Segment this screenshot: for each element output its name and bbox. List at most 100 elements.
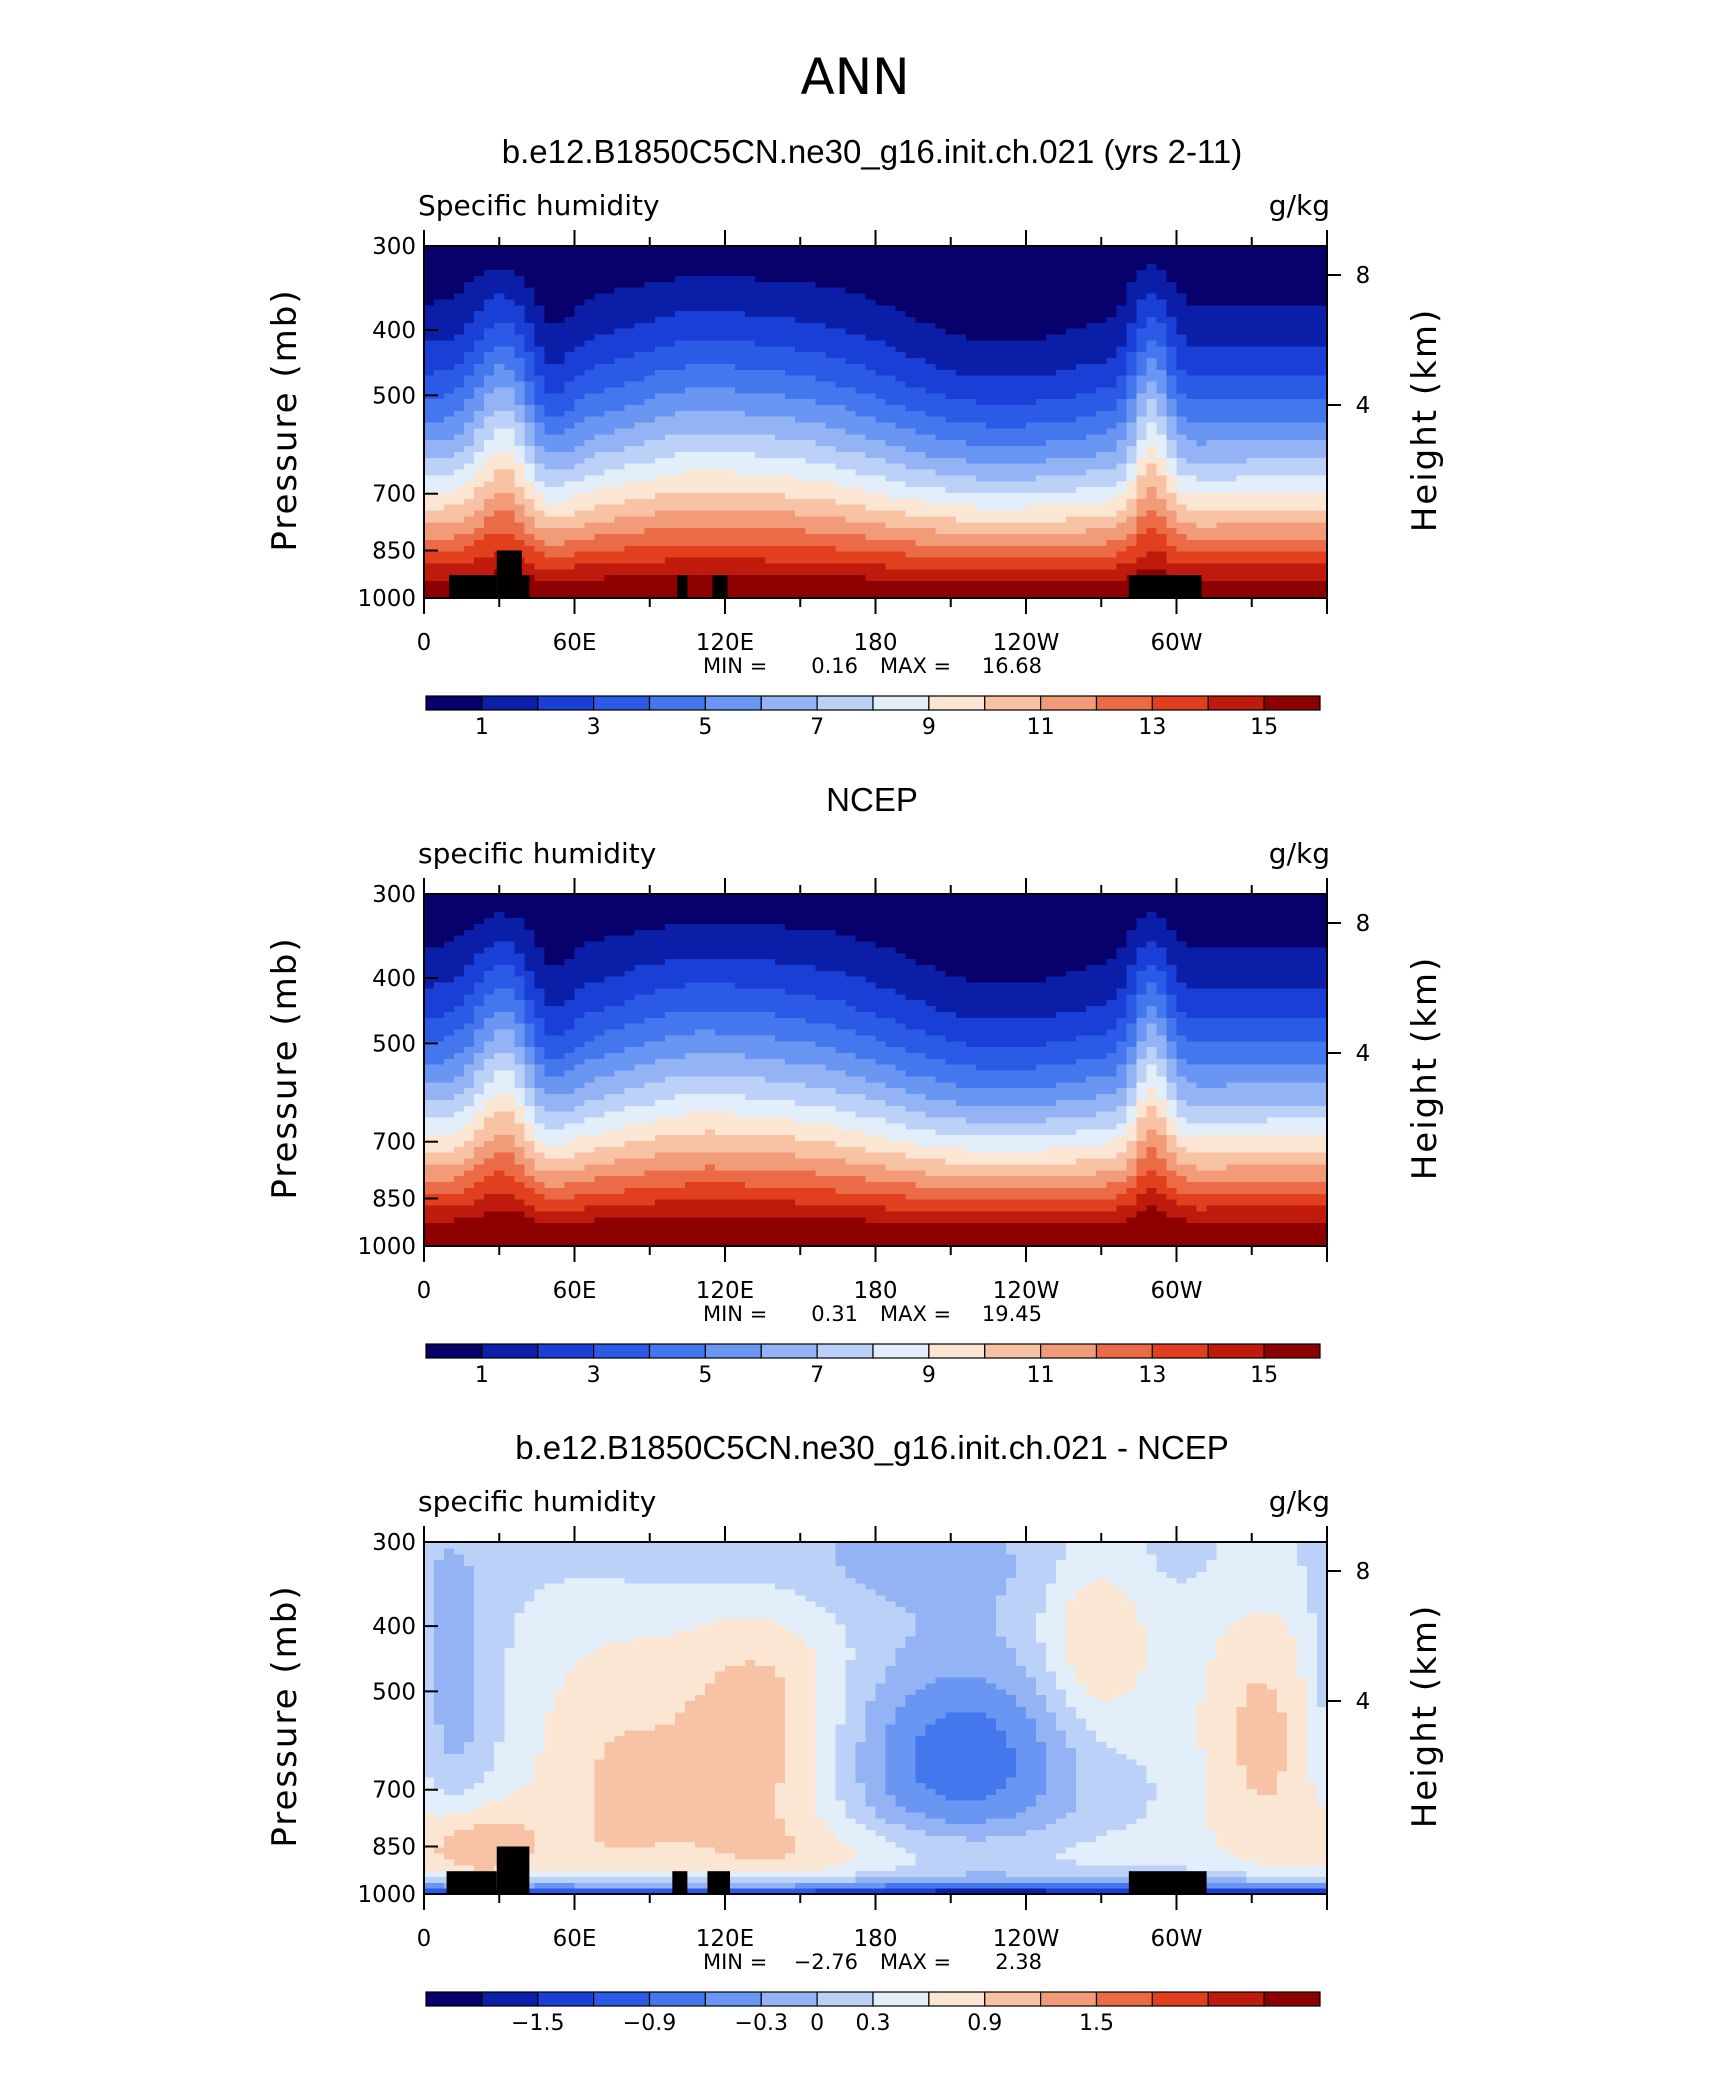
field-cell [1046,498,1057,505]
field-cell [875,480,887,488]
field-cell [714,334,726,341]
field-cell [775,510,786,517]
field-cell [1146,527,1158,535]
field-cell [534,281,545,288]
field-cell [424,351,435,359]
field-cell [654,574,666,581]
field-cell [745,292,756,300]
field-cell [1216,380,1228,388]
field-cell [664,468,676,476]
field-cell [504,275,515,282]
field-cell [1216,580,1228,587]
field-cell [1106,474,1117,482]
field-cell [644,351,656,359]
field-cell [1176,416,1188,423]
field-cell [915,433,927,441]
field-cell [835,515,846,523]
field-cell [1196,492,1208,499]
field-cell [755,539,766,546]
field-cell [765,551,776,558]
field-cell [925,574,937,581]
field-cell [805,451,816,458]
field-cell [534,334,545,341]
field-cell [1276,416,1288,423]
field-cell [1296,451,1308,458]
field-cell [1046,515,1057,523]
field-cell [424,328,435,335]
field-cell [1056,380,1067,388]
field-cell [524,322,535,329]
field-cell [1166,281,1178,288]
field-cell [654,539,666,546]
field-cell [945,310,957,317]
field-cell [704,515,716,523]
field-cell [1106,580,1117,587]
field-cell [875,574,887,581]
field-cell [845,439,857,447]
field-cell [434,445,445,452]
field-cell [1276,422,1288,429]
field-cell [995,574,1007,581]
field-cell [1216,416,1228,423]
field-cell [1096,486,1107,493]
field-cell [604,310,616,317]
field-cell [1036,586,1047,593]
field-cell [845,292,857,300]
field-cell [454,474,465,482]
field-cell [1176,316,1188,323]
field-cell [975,345,987,353]
field-cell [684,480,696,488]
field-cell [664,322,676,329]
field-cell [604,492,616,499]
field-cell [975,416,987,423]
field-cell [1236,556,1248,564]
field-cell [714,404,726,411]
field-cell [915,551,927,558]
field-cell [1266,322,1278,329]
field-cell [614,492,626,499]
field-cell [634,380,646,388]
field-cell [1026,298,1037,306]
field-cell [1206,580,1218,587]
field-cell [975,527,987,535]
field-cell [755,375,766,382]
field-cell [1166,345,1178,353]
field-cell [935,292,947,300]
field-cell [955,457,967,464]
field-cell [985,504,997,511]
field-cell [1146,392,1158,400]
field-cell [755,287,766,294]
field-cell [634,451,646,458]
field-cell [1046,451,1057,458]
field-cell [815,474,826,482]
field-cell [464,298,475,306]
field-cell [584,463,596,470]
field-cell [735,463,746,470]
field-cell [965,551,977,558]
field-cell [1005,351,1017,359]
field-cell [524,363,535,370]
field-cell [1166,422,1178,429]
field-cell [1196,392,1208,400]
field-cell [825,345,836,353]
field-cell [604,380,616,388]
field-cell [634,369,646,376]
field-cell [795,275,806,282]
field-cell [534,287,545,294]
field-cell [965,281,977,288]
field-cell [1116,275,1127,282]
field-cell [855,480,867,488]
field-cell [1026,316,1037,323]
field-cell [1286,281,1298,288]
field-cell [424,457,435,464]
field-cell [614,369,626,376]
field-cell [915,357,927,364]
field-cell [965,316,977,323]
field-cell [1236,474,1248,482]
field-cell [1156,486,1168,493]
field-cell [524,398,535,405]
field-cell [554,316,566,323]
field-cell [765,339,776,347]
field-cell [845,404,857,411]
field-cell [524,298,535,306]
